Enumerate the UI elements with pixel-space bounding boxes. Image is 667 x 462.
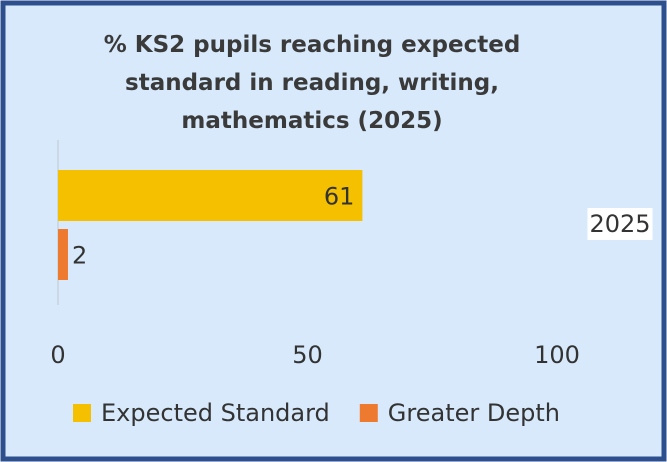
bar xyxy=(58,170,363,221)
x-tick-label: 0 xyxy=(50,341,65,369)
data-label: 61 xyxy=(324,183,355,211)
data-label: 2 xyxy=(72,242,87,270)
legend-label: Greater Depth xyxy=(388,399,560,427)
x-tick-label: 100 xyxy=(534,341,580,369)
chart-title: % KS2 pupils reaching expected standard … xyxy=(103,32,521,134)
x-tick-label: 50 xyxy=(292,341,323,369)
category-label-bg xyxy=(587,208,653,240)
legend-swatch xyxy=(73,404,91,422)
legend-label: Expected Standard xyxy=(101,399,330,427)
legend-swatch xyxy=(359,404,378,422)
bar xyxy=(58,229,68,280)
category-label: 2025 xyxy=(589,210,650,238)
